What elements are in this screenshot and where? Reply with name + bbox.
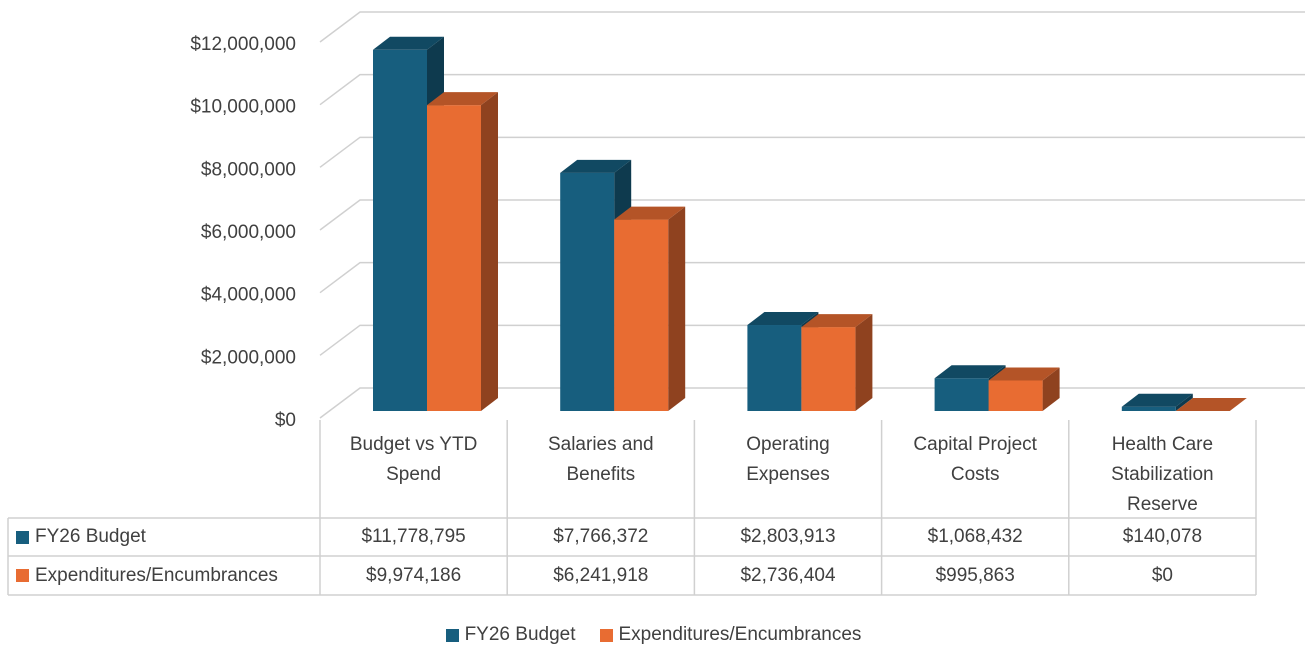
table-value: $0	[1151, 564, 1173, 586]
bar-top	[560, 159, 632, 173]
bar-top	[373, 36, 444, 50]
legend-item: Expenditures/Encumbrances	[599, 624, 862, 646]
table-value: $1,068,432	[927, 526, 1023, 547]
table-value: $995,863	[935, 564, 1015, 586]
grid-line	[319, 73, 1305, 106]
bar-side	[1042, 367, 1060, 411]
legend-item: FY26 Budget	[445, 624, 576, 646]
legend-key	[599, 628, 613, 642]
table-value: $9,974,186	[366, 564, 462, 586]
table-value: $2,803,913	[740, 526, 836, 547]
y-tick-label: $6,000,000	[201, 222, 296, 243]
bar-top	[614, 206, 686, 220]
table-series-name: Expenditures/Encumbrances	[8, 556, 320, 595]
bar	[934, 378, 989, 411]
bar-top	[1175, 398, 1247, 411]
bar-top	[934, 365, 1006, 379]
series-name: Expenditures/Encumbrances	[35, 564, 278, 586]
legend-label: Expenditures/Encumbrances	[618, 624, 862, 645]
bar-top	[988, 367, 1060, 381]
grid-line	[319, 261, 1305, 294]
bar	[427, 105, 481, 411]
category-label: Health Care Stabilization Reserve	[1111, 434, 1214, 515]
series-name: FY26 Budget	[35, 526, 146, 547]
bar	[614, 219, 669, 411]
category-label: Budget vs YTD Spend	[349, 434, 478, 485]
bar-side	[855, 314, 873, 411]
grid-line	[319, 136, 1305, 168]
bar	[801, 327, 856, 411]
bar-side	[481, 92, 498, 411]
legend: FY26 Budget Expenditures/Encumbrances	[0, 620, 1307, 650]
category-label: Operating Expenses	[746, 434, 830, 485]
legend-key	[16, 530, 29, 544]
category-label: Salaries and Benefits	[547, 434, 654, 485]
legend-key	[445, 628, 459, 642]
bar-side	[1175, 393, 1193, 411]
bar	[747, 325, 802, 411]
grid-line	[319, 199, 1305, 231]
legend-key	[16, 569, 29, 582]
bar	[1121, 406, 1176, 411]
bar-side	[668, 206, 686, 411]
bar-top	[801, 314, 873, 328]
bar	[988, 380, 1043, 411]
y-tick-label: $10,000,000	[190, 97, 296, 118]
legend-label: FY26 Budget	[464, 624, 576, 645]
y-tick-label: $8,000,000	[201, 159, 296, 180]
bar-top	[1121, 393, 1193, 407]
grid-line	[319, 324, 1305, 356]
y-tick-label: $2,000,000	[201, 347, 296, 368]
bar	[373, 49, 427, 411]
bar-top	[747, 312, 819, 326]
table-value: $7,766,372	[553, 526, 649, 547]
table-value: $2,736,404	[740, 564, 836, 586]
y-tick-label: $0	[275, 410, 296, 431]
table-value: $140,078	[1122, 526, 1203, 547]
y-tick-label: $12,000,000	[190, 34, 296, 55]
y-tick-label: $4,000,000	[201, 285, 296, 306]
table-value: $11,778,795	[361, 526, 466, 547]
table-series-name: FY26 Budget	[8, 518, 320, 556]
bar-top	[427, 92, 498, 106]
grid-line	[319, 11, 1305, 43]
category-label: Capital Project Costs	[913, 434, 1037, 485]
table-value: $6,241,918	[553, 564, 649, 586]
bar	[560, 172, 615, 411]
